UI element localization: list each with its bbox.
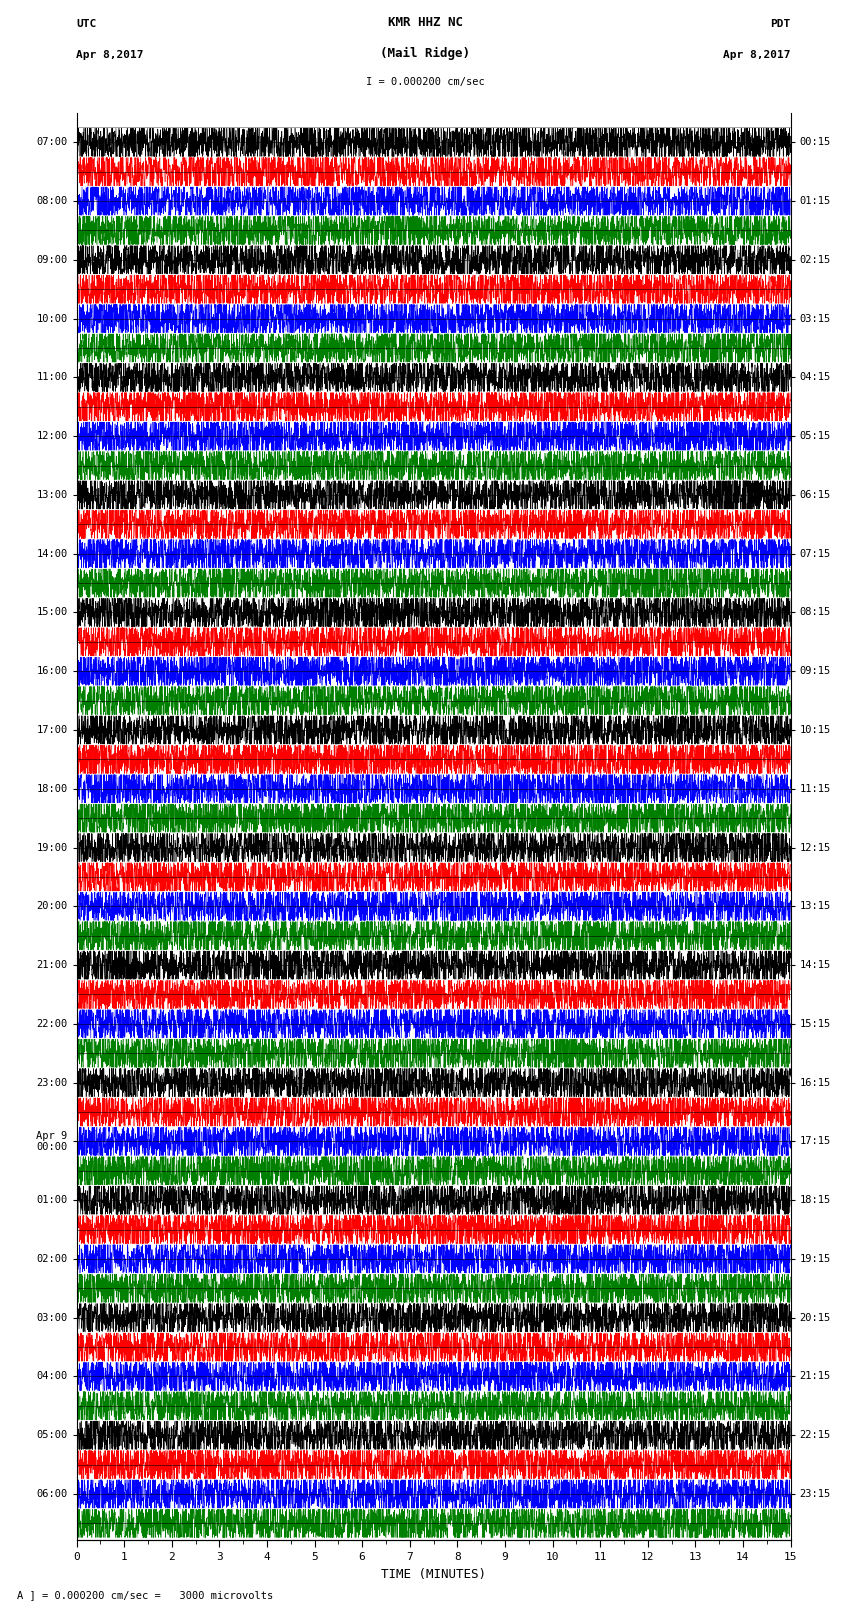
Text: I = 0.000200 cm/sec: I = 0.000200 cm/sec (366, 77, 484, 87)
Text: UTC: UTC (76, 19, 97, 29)
Text: Apr 8,2017: Apr 8,2017 (723, 50, 791, 60)
Text: (Mail Ridge): (Mail Ridge) (380, 47, 470, 60)
X-axis label: TIME (MINUTES): TIME (MINUTES) (381, 1568, 486, 1581)
Text: Apr 8,2017: Apr 8,2017 (76, 50, 144, 60)
Text: A ] = 0.000200 cm/sec =   3000 microvolts: A ] = 0.000200 cm/sec = 3000 microvolts (17, 1590, 273, 1600)
Text: PDT: PDT (770, 19, 790, 29)
Text: KMR HHZ NC: KMR HHZ NC (388, 16, 462, 29)
